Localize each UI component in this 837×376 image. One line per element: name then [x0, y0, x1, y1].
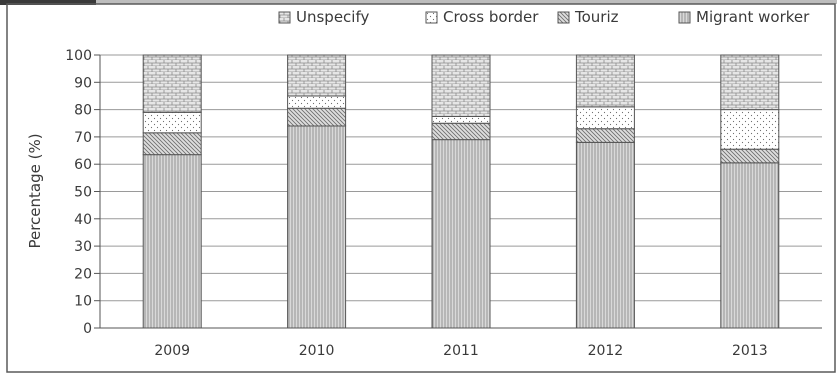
bar-segment-cross-border-2013: [720, 109, 780, 150]
y-tick-label: 40: [74, 212, 92, 228]
legend-label-unspecify: Unspecify: [296, 8, 369, 26]
bar-segment-unspecify-2011: [431, 54, 491, 117]
legend-swatch-migrant-worker: [678, 11, 691, 24]
legend-label-touriz: Touriz: [574, 8, 619, 26]
x-tick-label: 2011: [443, 343, 479, 359]
y-axis-label: Percentage (%): [26, 133, 44, 248]
header-rule: [96, 0, 837, 4]
bar-segment-touriz-2009: [142, 132, 202, 156]
x-tick-label: 2009: [154, 343, 190, 359]
legend: Unspecify Cross border Touriz Migrant worke…: [278, 8, 810, 26]
y-tick-label: 60: [74, 157, 92, 173]
bar-segment-cross-border-2010: [287, 95, 347, 109]
bar-segment-migrant-worker-2011: [431, 139, 491, 329]
y-tick-label: 0: [83, 321, 92, 337]
bar-segment-migrant-worker-2013: [720, 162, 780, 329]
bar-segment-touriz-2010: [287, 107, 347, 127]
bar-segment-touriz-2013: [720, 148, 780, 164]
y-tick-label: 100: [65, 48, 92, 64]
x-tick-label: 2013: [732, 343, 768, 359]
bar-segment-migrant-worker-2012: [575, 141, 635, 329]
y-tick-label: 10: [74, 294, 92, 310]
bar-segment-touriz-2012: [575, 128, 635, 143]
bar-segment-unspecify-2013: [720, 54, 780, 111]
bar-segment-cross-border-2009: [142, 111, 202, 134]
y-tick-label: 90: [74, 75, 92, 91]
bar-segment-touriz-2011: [431, 122, 491, 141]
x-tick-label: 2012: [588, 343, 624, 359]
legend-swatch-cross-border: [425, 11, 438, 24]
y-tick-label: 30: [74, 239, 92, 255]
legend-swatch-touriz: [557, 11, 570, 24]
legend-swatch-unspecify: [278, 11, 291, 24]
bar-segment-migrant-worker-2010: [287, 125, 347, 329]
chart-frame: [6, 3, 836, 373]
bar-segment-unspecify-2009: [142, 54, 202, 113]
bar-segment-cross-border-2012: [575, 106, 635, 130]
bar-segment-cross-border-2011: [431, 115, 491, 124]
tick-labels: 0 10 20 30 40 50 60 70 80 90 100 2009 2010 2011 2012 20…: [65, 48, 767, 359]
x-tick-label: 2010: [299, 343, 335, 359]
bar-segment-unspecify-2010: [287, 54, 347, 97]
y-tick-label: 20: [74, 266, 92, 282]
y-tick-label: 80: [74, 103, 92, 119]
bar-segment-migrant-worker-2009: [142, 154, 202, 329]
legend-label-migrant-worker: Migrant worker: [696, 8, 810, 26]
legend-label-cross-border: Cross border: [443, 8, 539, 26]
y-tick-label: 50: [74, 185, 92, 201]
header-accent-bar: [0, 0, 96, 5]
bars: [142, 54, 780, 329]
y-tick-label: 70: [74, 130, 92, 146]
bar-segment-unspecify-2012: [575, 54, 635, 108]
